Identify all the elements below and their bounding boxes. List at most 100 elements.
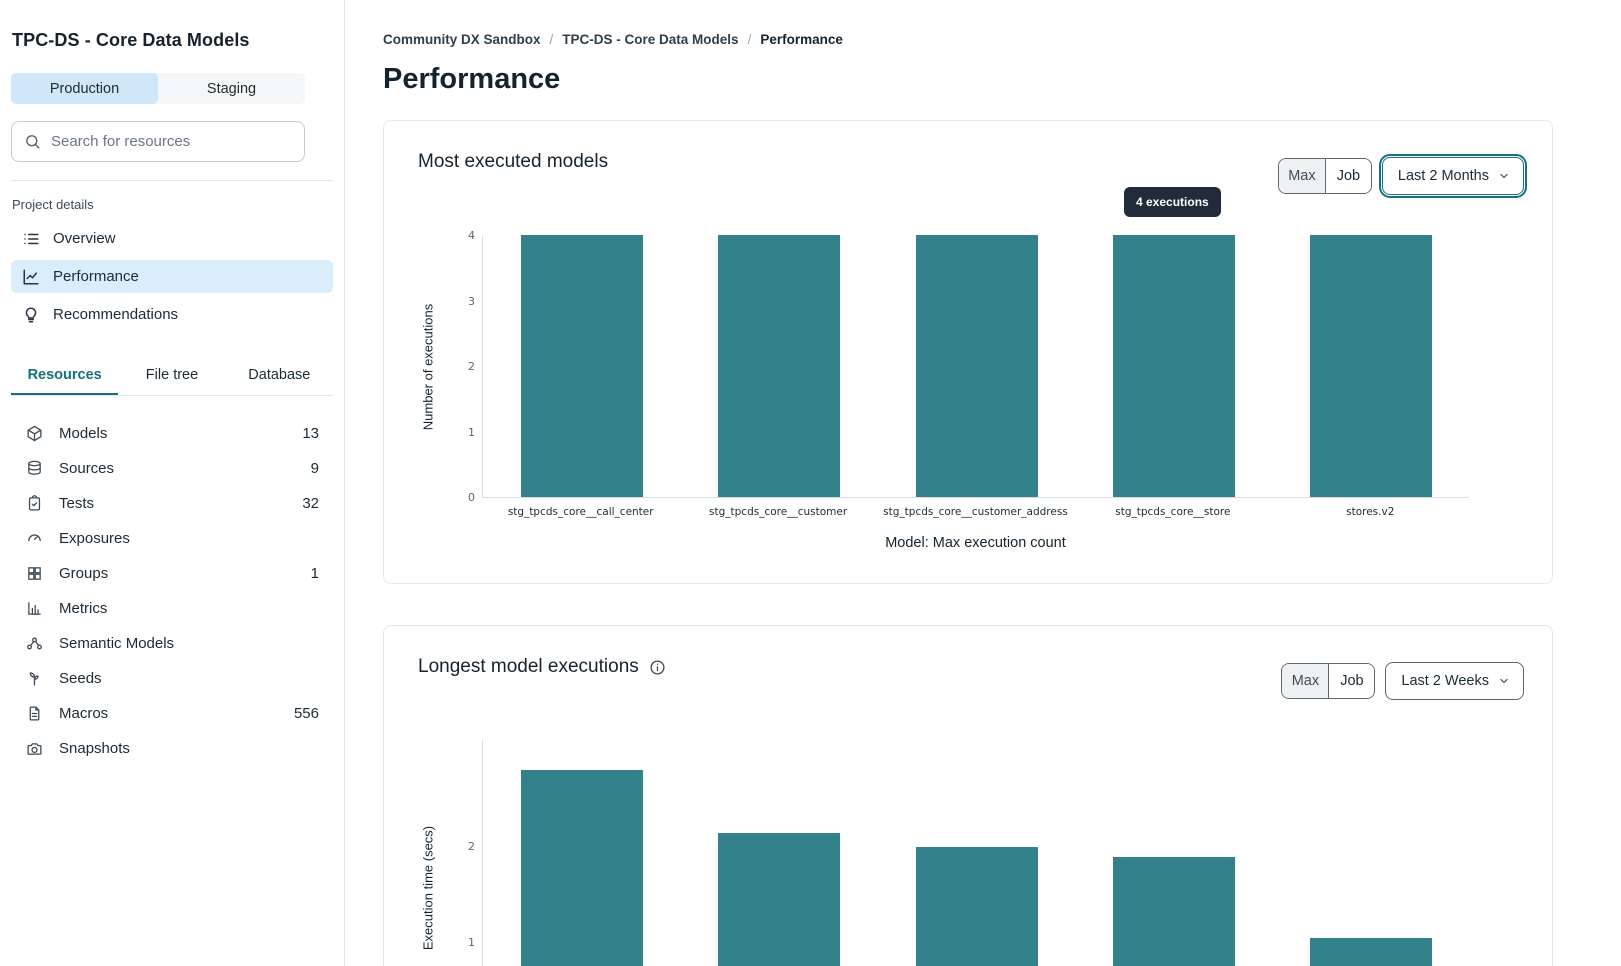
resource-label: Macros (59, 705, 109, 722)
breadcrumb-separator: / (549, 32, 554, 47)
resource-row-tests[interactable]: Tests 32 (11, 486, 333, 521)
resource-count: 556 (293, 705, 319, 722)
y-tick-label: 1 (468, 425, 475, 439)
page-title: Performance (383, 63, 561, 95)
bar[interactable] (1112, 856, 1235, 966)
resource-label: Tests (59, 495, 95, 512)
y-axis-label: Number of executions (420, 303, 436, 431)
env-option-staging[interactable]: Staging (206, 80, 257, 97)
job-toggle-button[interactable]: Job (1324, 159, 1371, 193)
max-toggle-button[interactable]: Max (1278, 159, 1325, 193)
y-tick-label: 3 (468, 294, 475, 308)
category-label: stg_tpcds_core__call_center (507, 506, 654, 518)
y-axis-label: Execution time (secs) (420, 825, 436, 951)
resource-row-groups[interactable]: Groups 1 (11, 556, 333, 591)
grid-icon (25, 565, 43, 582)
database-icon (25, 460, 43, 477)
resource-list: Models 13 Sources 9 Tests 32 (11, 416, 333, 766)
bar[interactable] (1112, 235, 1235, 497)
category-label: stg_tpcds_core__store (1115, 506, 1231, 518)
y-tick-label: 2 (468, 360, 475, 373)
breadcrumb-item[interactable]: TPC-DS - Core Data Models (562, 32, 739, 47)
tab-database[interactable]: Database (248, 367, 311, 383)
env-option-production[interactable]: Production (11, 73, 158, 104)
resource-row-exposures[interactable]: Exposures (11, 521, 333, 556)
main-content: Community DX Sandbox / TPC-DS - Core Dat… (345, 0, 1621, 966)
breadcrumb: Community DX Sandbox / TPC-DS - Core Dat… (383, 32, 1553, 47)
y-tick-label: 4 (468, 229, 475, 242)
bar[interactable] (915, 235, 1038, 497)
sidebar-tabs: Resources File tree Database (11, 359, 333, 396)
list-icon (22, 230, 40, 248)
resource-row-semantic-models[interactable]: Semantic Models (11, 626, 333, 661)
bar[interactable] (718, 832, 841, 966)
breadcrumb-separator: / (747, 32, 752, 47)
resource-label: Seeds (59, 670, 102, 687)
date-range-value: Last 2 Months (1397, 168, 1489, 184)
search-box[interactable] (11, 121, 305, 162)
sidebar-item-label: Performance (53, 268, 139, 285)
search-icon (24, 133, 41, 150)
bar[interactable] (1310, 938, 1433, 966)
resource-label: Semantic Models (59, 635, 175, 652)
sidebar-divider (11, 180, 333, 181)
resource-row-models[interactable]: Models 13 (11, 416, 333, 451)
breadcrumb-item-current: Performance (760, 32, 843, 47)
breadcrumb-item[interactable]: Community DX Sandbox (383, 32, 541, 47)
chart-tooltip: 4 executions (1124, 187, 1221, 217)
resource-row-metrics[interactable]: Metrics (11, 591, 333, 626)
info-icon[interactable] (649, 659, 666, 676)
file-icon (25, 705, 43, 722)
job-toggle-button[interactable]: Job (1328, 664, 1375, 698)
most-executed-models-chart: 0 1 2 3 4 (468, 229, 1469, 504)
bar[interactable] (1310, 235, 1433, 497)
tab-file-tree[interactable]: File tree (145, 367, 199, 383)
resource-label: Models (59, 425, 108, 442)
project-details-label: Project details (12, 197, 94, 212)
x-axis-title: Model: Max execution count (885, 535, 1066, 551)
x-axis-category-labels: stg_tpcds_core__call_center stg_tpcds_cor… (482, 506, 1469, 518)
card-controls: Max Job Last 2 Months (1277, 154, 1528, 198)
sprout-icon (25, 670, 43, 687)
chevron-down-icon (1498, 675, 1510, 687)
card-title: Longest model executions (418, 656, 666, 678)
resource-label: Exposures (59, 530, 130, 547)
share-nodes-icon (25, 635, 43, 652)
gauge-icon (25, 530, 43, 547)
date-range-value: Last 2 Weeks (1401, 673, 1489, 689)
resource-row-seeds[interactable]: Seeds (11, 661, 333, 696)
tab-resources[interactable]: Resources (11, 359, 119, 395)
date-range-dropdown[interactable]: Last 2 Months (1378, 154, 1528, 198)
bar[interactable] (718, 235, 841, 497)
sidebar-item-label: Recommendations (53, 306, 179, 323)
search-input[interactable] (51, 133, 292, 150)
sidebar-item-label: Overview (53, 230, 116, 247)
resource-row-sources[interactable]: Sources 9 (11, 451, 333, 486)
date-range-dropdown[interactable]: Last 2 Weeks (1385, 662, 1524, 700)
y-tick-label: 0 (468, 491, 475, 504)
chart-line-icon (22, 268, 40, 286)
max-toggle-button[interactable]: Max (1282, 664, 1329, 698)
sidebar-item-recommendations[interactable]: Recommendations (11, 298, 333, 331)
cube-icon (25, 425, 43, 442)
max-job-toggle: Max Job (1277, 158, 1372, 194)
camera-icon (25, 740, 43, 757)
environment-toggle: Production Staging (11, 73, 305, 104)
lightbulb-icon (22, 306, 40, 324)
y-tick-label: 1 (468, 936, 475, 949)
resource-row-macros[interactable]: Macros 556 (11, 696, 333, 731)
resource-row-snapshots[interactable]: Snapshots (11, 731, 333, 766)
resource-count: 9 (310, 460, 319, 477)
card-title: Most executed models (418, 151, 609, 172)
longest-model-executions-card: Longest model executions Max Job Last 2 … (383, 625, 1553, 966)
bar[interactable] (915, 847, 1038, 966)
resource-label: Snapshots (59, 740, 130, 757)
bar[interactable] (520, 770, 643, 966)
sidebar-item-overview[interactable]: Overview (11, 222, 333, 255)
category-label: stg_tpcds_core__customer (709, 506, 848, 518)
sidebar-item-performance[interactable]: Performance (11, 260, 333, 293)
bar[interactable] (520, 235, 643, 497)
card-controls: Max Job Last 2 Weeks (1281, 662, 1524, 700)
resource-count: 13 (302, 425, 319, 442)
